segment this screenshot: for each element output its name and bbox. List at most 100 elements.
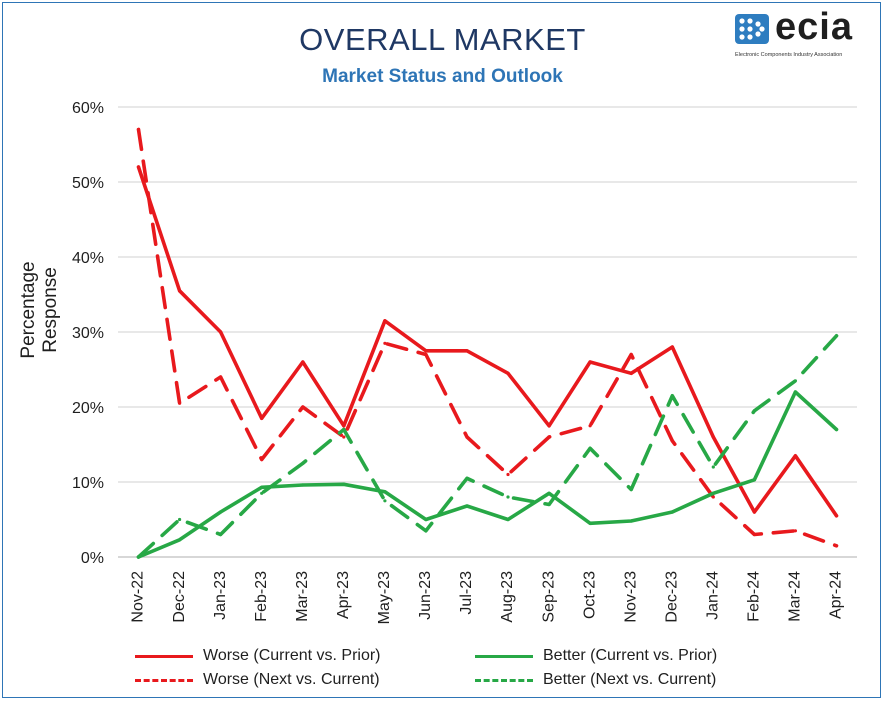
data-point	[136, 555, 141, 559]
x-tick-label: May-23	[376, 571, 393, 624]
data-point	[465, 435, 469, 439]
data-point	[670, 439, 674, 443]
data-point	[752, 510, 757, 514]
data-point	[136, 127, 141, 132]
data-point	[465, 349, 469, 353]
data-point	[629, 352, 633, 357]
data-point	[793, 379, 798, 383]
data-point	[711, 495, 715, 499]
x-tick-label: Apr-24	[828, 571, 845, 619]
y-tick-label: 0%	[81, 550, 104, 567]
data-point	[547, 502, 551, 507]
legend-item: Worse (Next vs. Current)	[135, 671, 380, 689]
x-tick-label: Nov-23	[622, 571, 639, 623]
data-point	[547, 491, 551, 495]
data-point	[342, 424, 346, 428]
data-point	[424, 517, 428, 522]
x-tick-label: Dec-23	[663, 571, 680, 623]
data-point	[342, 435, 346, 439]
chart-subtitle: Market Status and Outlook	[322, 66, 563, 87]
legend-label: Worse (Current vs. Prior)	[203, 647, 381, 664]
y-tick-label: 40%	[72, 250, 104, 267]
x-tick-label: Jan-24	[705, 571, 722, 620]
data-point	[752, 409, 757, 413]
data-point	[178, 401, 182, 405]
data-point	[301, 461, 305, 465]
data-point	[752, 532, 757, 537]
x-tick-label: Nov-22	[130, 571, 147, 623]
data-point	[136, 165, 141, 169]
data-point	[301, 405, 305, 409]
data-point	[219, 375, 223, 379]
data-point	[465, 504, 469, 508]
chart-title: OVERALL MARKET	[299, 22, 586, 57]
data-point	[178, 289, 182, 293]
series-line-4	[136, 333, 839, 559]
data-point	[342, 482, 346, 486]
data-point	[711, 435, 715, 439]
data-point	[219, 330, 223, 334]
y-tick-label: 20%	[72, 400, 104, 417]
data-point	[588, 521, 592, 525]
y-tick-label: 30%	[72, 325, 104, 342]
ecia-logo-text: ecia	[775, 6, 853, 48]
x-tick-label: Feb-23	[253, 571, 270, 622]
legend-label: Worse (Next vs. Current)	[203, 671, 380, 688]
ecia-logo: ecia Electronic Components Industry Asso…	[735, 6, 870, 62]
data-point	[383, 319, 387, 323]
data-point	[629, 487, 633, 492]
data-point	[301, 360, 305, 364]
data-point	[670, 510, 674, 514]
data-point	[670, 345, 674, 349]
data-point	[834, 544, 839, 548]
x-tick-label: Oct-23	[581, 571, 598, 619]
y-tick-label: 50%	[72, 175, 104, 192]
legend-swatch	[475, 678, 533, 682]
data-point	[793, 454, 798, 458]
legend-item: Better (Current vs. Prior)	[475, 647, 717, 665]
data-point	[383, 341, 387, 345]
series-line-3	[136, 390, 839, 559]
x-tick-label: Jun-23	[417, 571, 434, 620]
data-point	[752, 478, 757, 482]
data-point	[834, 427, 839, 432]
x-tick-label: Jan-23	[212, 571, 229, 620]
data-point	[260, 416, 264, 420]
x-tick-label: Mar-24	[787, 571, 804, 622]
data-point	[424, 529, 428, 533]
data-point	[424, 349, 428, 353]
data-point	[629, 519, 633, 523]
data-point	[711, 491, 715, 495]
data-point	[383, 490, 387, 494]
data-point	[465, 476, 469, 480]
data-point	[547, 424, 551, 428]
chart-legend: Worse (Current vs. Prior) Worse (Next vs.…	[135, 644, 835, 694]
ecia-logo-mark-icon	[735, 14, 769, 44]
x-tick-label: Sep-23	[540, 571, 557, 623]
x-tick-label: Apr-23	[335, 571, 352, 619]
data-point	[178, 538, 182, 542]
data-point	[793, 390, 798, 394]
data-point	[588, 360, 592, 364]
data-point	[342, 427, 346, 432]
data-point	[629, 371, 633, 375]
legend-item: Better (Next vs. Current)	[475, 671, 716, 689]
data-point	[834, 334, 839, 338]
data-point	[793, 529, 798, 533]
data-point	[301, 483, 305, 487]
data-point	[506, 495, 510, 499]
data-point	[178, 517, 182, 522]
data-point	[424, 352, 428, 357]
series-line-1	[136, 165, 839, 518]
data-point	[711, 465, 715, 469]
legend-swatch	[135, 678, 193, 682]
legend-label: Better (Current vs. Prior)	[543, 647, 718, 664]
legend-swatch	[135, 654, 193, 658]
data-point	[588, 446, 592, 450]
data-point	[383, 499, 387, 503]
data-point	[547, 435, 551, 439]
data-point	[506, 371, 510, 375]
y-tick-label: 60%	[72, 100, 104, 117]
data-point	[219, 510, 223, 514]
